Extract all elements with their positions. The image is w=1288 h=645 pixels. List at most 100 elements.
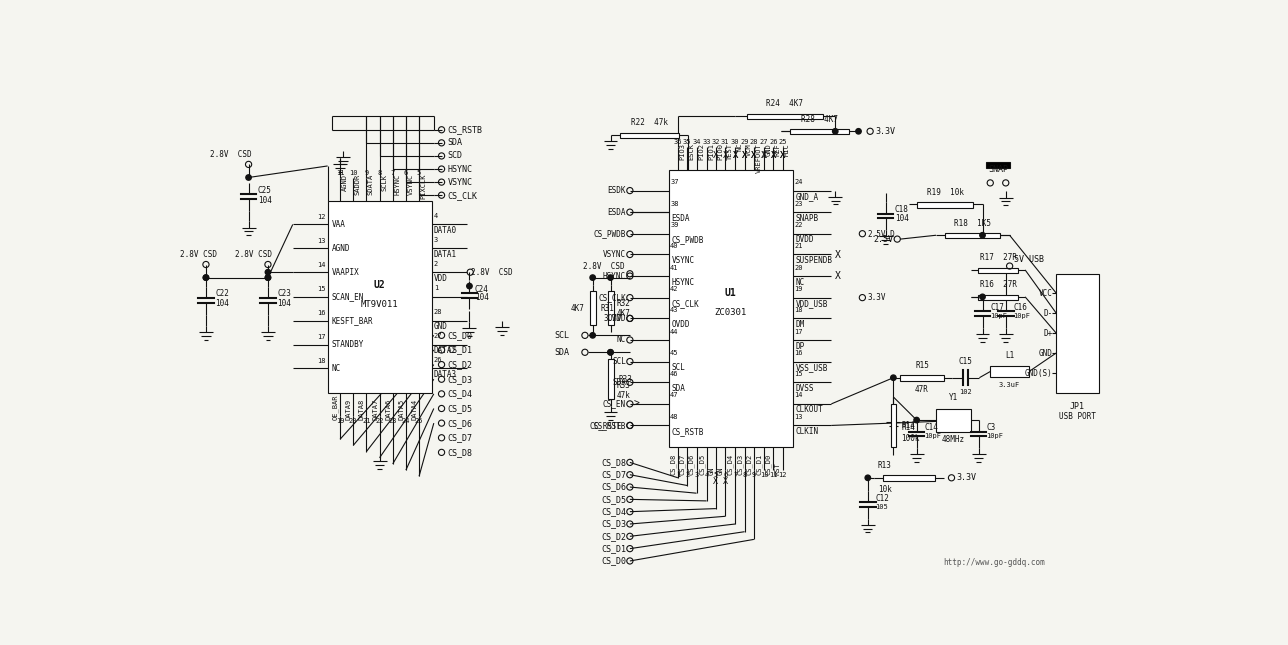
Text: 24: 24 (795, 179, 802, 185)
Circle shape (914, 417, 920, 422)
Circle shape (832, 128, 838, 134)
Text: 7: 7 (733, 471, 738, 478)
Bar (891, 404, 896, 447)
Text: GND: GND (1038, 348, 1052, 357)
Text: SCL: SCL (554, 331, 569, 340)
Text: NC: NC (617, 335, 626, 344)
Text: 6: 6 (403, 170, 408, 176)
Bar (987, 162, 1010, 168)
Text: CS_EN: CS_EN (603, 399, 626, 408)
Text: VCM: VCM (746, 143, 752, 155)
Text: 5: 5 (714, 471, 717, 478)
Text: 2.5V: 2.5V (873, 235, 894, 244)
Text: 104: 104 (258, 196, 272, 205)
Text: D-: D- (1043, 308, 1052, 317)
Text: X: X (835, 271, 841, 281)
Text: 28: 28 (750, 139, 759, 145)
Text: X: X (733, 152, 738, 161)
Text: CLKIN: CLKIN (796, 427, 819, 436)
Text: CS_D8: CS_D8 (448, 448, 473, 457)
Text: 30: 30 (732, 139, 739, 145)
Circle shape (246, 175, 251, 180)
Text: 8: 8 (377, 170, 381, 176)
Text: 22: 22 (375, 418, 384, 424)
Text: DATA7: DATA7 (372, 399, 377, 420)
Text: R28  4K7: R28 4K7 (801, 115, 838, 124)
Text: 18: 18 (317, 358, 326, 364)
Text: 14: 14 (317, 262, 326, 268)
Text: SDA: SDA (612, 378, 626, 387)
Text: 40: 40 (670, 243, 679, 249)
Text: R33: R33 (618, 375, 632, 384)
Text: 48: 48 (670, 414, 679, 420)
Text: 44: 44 (670, 328, 679, 335)
Bar (936, 408, 971, 432)
Text: SCAN_EN: SCAN_EN (331, 292, 365, 301)
Bar (900, 375, 944, 381)
Text: 10k: 10k (878, 486, 891, 495)
Bar (608, 292, 613, 325)
Text: 9: 9 (752, 471, 756, 478)
Text: U1: U1 (725, 288, 737, 298)
Text: 3.3V: 3.3V (867, 293, 886, 302)
Text: VSYNC: VSYNC (672, 256, 694, 265)
Text: SNAPB: SNAPB (796, 213, 819, 223)
Text: PIXCLK: PIXCLK (421, 174, 426, 199)
Text: 102: 102 (960, 389, 972, 395)
Text: STANDBY: STANDBY (331, 340, 365, 349)
Text: 33: 33 (702, 139, 711, 145)
Text: DM: DM (796, 320, 805, 329)
Text: ESDA: ESDA (608, 208, 626, 217)
Text: 22: 22 (795, 223, 802, 228)
Text: CS_D3: CS_D3 (448, 375, 473, 384)
Circle shape (204, 275, 209, 281)
Text: 23: 23 (389, 418, 397, 424)
Text: MIC: MIC (784, 143, 790, 155)
Text: 3.3V: 3.3V (604, 314, 622, 323)
Text: X: X (733, 152, 738, 161)
Text: 37: 37 (670, 179, 679, 185)
Text: 4: 4 (705, 471, 708, 478)
Text: DATA1: DATA1 (434, 250, 457, 259)
Text: 17: 17 (317, 334, 326, 340)
Bar (990, 366, 1029, 377)
Text: X: X (714, 152, 719, 161)
Circle shape (608, 275, 613, 281)
Text: X: X (742, 152, 747, 161)
Text: VAAPIX: VAAPIX (331, 268, 359, 277)
Text: NC: NC (737, 143, 743, 152)
Text: GN: GN (708, 466, 715, 475)
Text: GND: GND (765, 143, 772, 155)
Text: 3.3uF: 3.3uF (999, 382, 1020, 388)
Circle shape (466, 283, 473, 289)
Text: L1: L1 (1005, 351, 1014, 360)
Circle shape (204, 275, 209, 281)
Text: X: X (723, 152, 728, 161)
Text: 104: 104 (215, 299, 229, 308)
Text: 10pF: 10pF (1014, 313, 1030, 319)
Text: 2.8V CSD: 2.8V CSD (234, 250, 272, 259)
Text: CS_D4: CS_D4 (728, 453, 734, 475)
Text: 3.3V: 3.3V (956, 473, 976, 482)
Text: X: X (835, 250, 841, 259)
Text: http://www.go-gddq.com: http://www.go-gddq.com (944, 558, 1046, 567)
Text: GND(S): GND(S) (1024, 368, 1052, 377)
Text: X: X (751, 152, 756, 161)
Text: R16  27R: R16 27R (979, 280, 1016, 289)
Text: 11: 11 (336, 170, 344, 176)
Text: X: X (761, 152, 766, 161)
Text: SUSPENDB: SUSPENDB (796, 256, 833, 265)
Text: DVSS: DVSS (796, 384, 814, 393)
Circle shape (590, 333, 595, 338)
Text: C3: C3 (987, 423, 996, 432)
Text: 25: 25 (415, 418, 424, 424)
Text: C15: C15 (958, 357, 972, 366)
Bar (1056, 273, 1099, 393)
Text: VAA: VAA (331, 220, 345, 229)
Text: AGND: AGND (331, 244, 350, 253)
Text: C24: C24 (475, 284, 488, 293)
Text: VDD_USB: VDD_USB (796, 299, 828, 308)
Text: 10pF: 10pF (925, 433, 942, 439)
Text: NC: NC (796, 277, 805, 286)
Text: CS_D4: CS_D4 (448, 390, 473, 399)
